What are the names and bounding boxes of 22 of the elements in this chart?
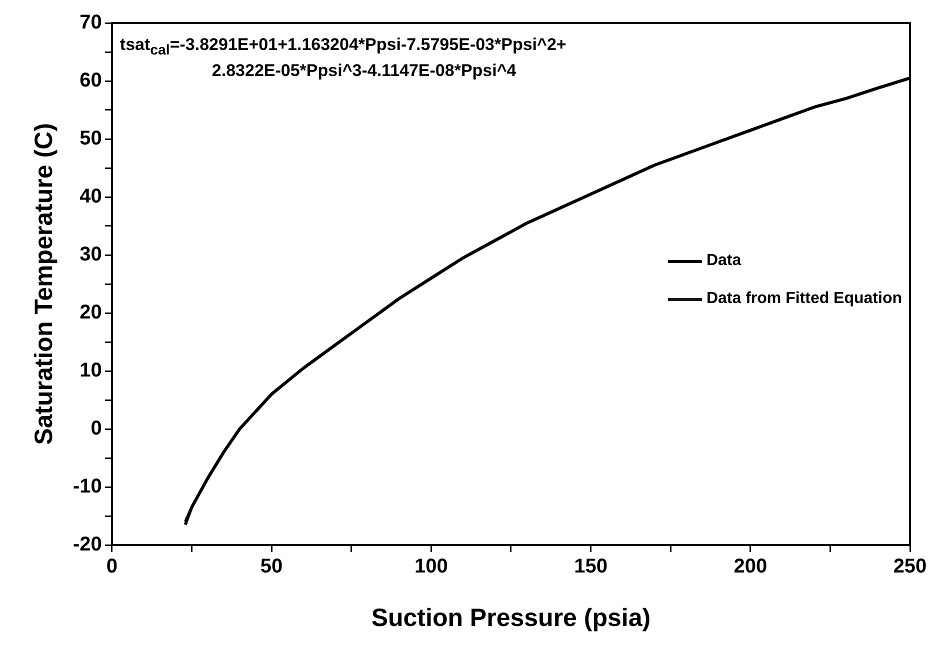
x-tick-label: 250 — [893, 556, 927, 578]
y-tick-label: 20 — [80, 302, 102, 324]
y-tick-label: 40 — [80, 186, 102, 208]
annotation: tsat$_{cal}$=-3.8291E+01+1.163204*Ppsi-7.5795E-03*Ppsi^2+ — [120, 35, 566, 58]
x-tick-label: 200 — [734, 556, 768, 578]
y-tick-label: -20 — [73, 534, 102, 556]
x-tick-label: 100 — [414, 556, 448, 578]
y-tick-label: -10 — [73, 476, 102, 498]
y-tick-label: 60 — [80, 70, 102, 92]
y-tick-label: 30 — [80, 244, 102, 266]
legend-label: Data — [706, 252, 742, 270]
y-tick-label: 70 — [80, 12, 102, 34]
x-tick-label: 150 — [574, 556, 608, 578]
x-tick-label: 50 — [260, 556, 283, 578]
x-axis-title: Suction Pressure (psia) — [371, 604, 651, 632]
x-tick-label: 0 — [106, 556, 118, 578]
y-axis-title: Saturation Temperature (C) — [30, 123, 58, 445]
annotation: 2.8322E-05*Ppsi^3-4.1147E-08*Ppsi^4 — [212, 61, 516, 81]
y-tick-label: 0 — [90, 418, 102, 440]
y-tick-label: 10 — [80, 360, 102, 382]
legend-label: Data from Fitted Equation — [706, 290, 902, 308]
y-tick-label: 50 — [80, 128, 102, 150]
